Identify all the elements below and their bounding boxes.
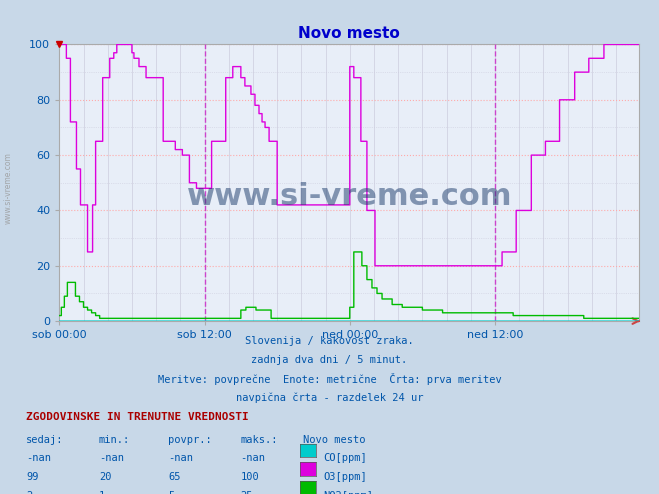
Text: -nan: -nan <box>26 453 51 463</box>
Text: NO2[ppm]: NO2[ppm] <box>323 491 373 494</box>
Text: -nan: -nan <box>99 453 124 463</box>
Text: 1: 1 <box>99 491 105 494</box>
Text: -nan: -nan <box>241 453 266 463</box>
Text: 20: 20 <box>99 472 111 482</box>
Text: 65: 65 <box>168 472 181 482</box>
Text: 2: 2 <box>26 491 32 494</box>
Text: ZGODOVINSKE IN TRENUTNE VREDNOSTI: ZGODOVINSKE IN TRENUTNE VREDNOSTI <box>26 412 249 422</box>
Text: Meritve: povprečne  Enote: metrične  Črta: prva meritev: Meritve: povprečne Enote: metrične Črta:… <box>158 373 501 385</box>
Text: 25: 25 <box>241 491 253 494</box>
Text: -nan: -nan <box>168 453 193 463</box>
Text: navpična črta - razdelek 24 ur: navpična črta - razdelek 24 ur <box>236 392 423 403</box>
Text: Slovenija / kakovost zraka.: Slovenija / kakovost zraka. <box>245 336 414 346</box>
Text: www.si-vreme.com: www.si-vreme.com <box>3 152 13 224</box>
Text: sedaj:: sedaj: <box>26 435 64 445</box>
Text: 99: 99 <box>26 472 39 482</box>
Text: Novo mesto: Novo mesto <box>303 435 366 445</box>
Title: Novo mesto: Novo mesto <box>299 26 400 41</box>
Text: www.si-vreme.com: www.si-vreme.com <box>186 182 512 211</box>
Text: CO[ppm]: CO[ppm] <box>323 453 366 463</box>
Text: 5: 5 <box>168 491 174 494</box>
Text: povpr.:: povpr.: <box>168 435 212 445</box>
Text: maks.:: maks.: <box>241 435 278 445</box>
Text: min.:: min.: <box>99 435 130 445</box>
Text: 100: 100 <box>241 472 259 482</box>
Text: O3[ppm]: O3[ppm] <box>323 472 366 482</box>
Text: zadnja dva dni / 5 minut.: zadnja dva dni / 5 minut. <box>251 355 408 365</box>
